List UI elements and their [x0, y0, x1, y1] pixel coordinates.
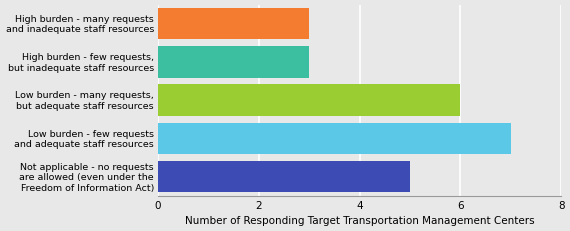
X-axis label: Number of Responding Target Transportation Management Centers: Number of Responding Target Transportati… [185, 216, 535, 225]
Bar [158, 9, 310, 40]
Bar [158, 47, 310, 78]
Bar [158, 161, 410, 192]
Bar [158, 123, 511, 154]
Bar [158, 85, 461, 116]
